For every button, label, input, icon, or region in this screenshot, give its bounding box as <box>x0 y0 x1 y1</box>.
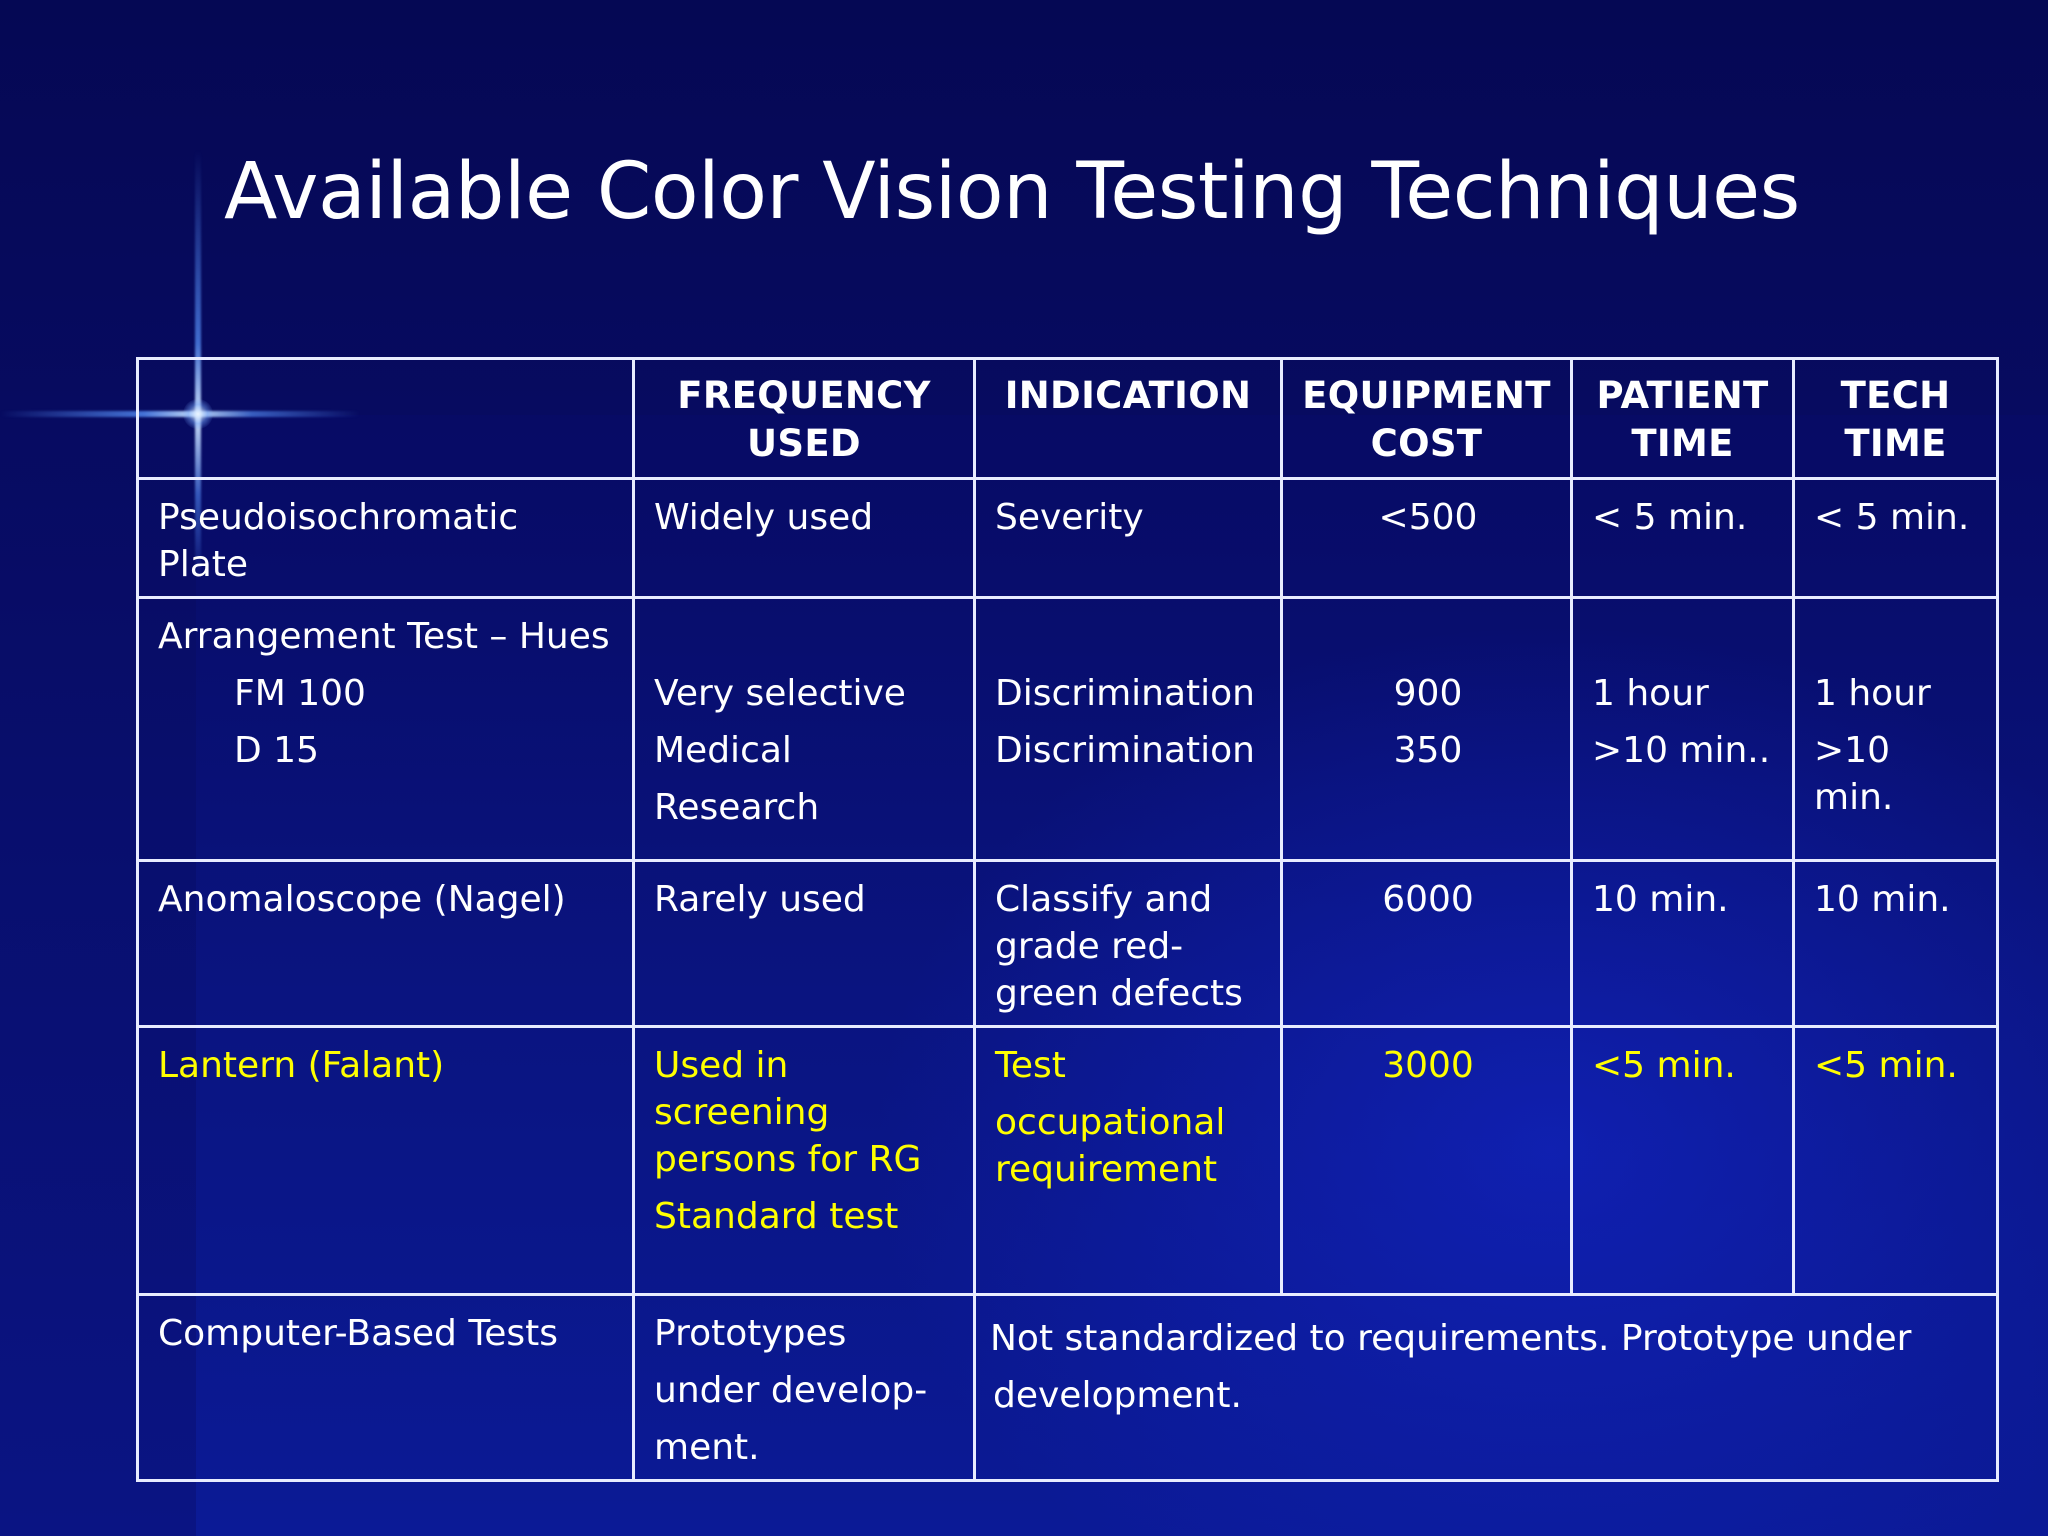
cell-method: Computer-Based Tests <box>136 1293 635 1482</box>
cell-equipment-cost: <500 <box>1280 477 1573 599</box>
cell-frequency: Rarely used <box>632 859 976 1028</box>
header-equipment-cost: EQUIPMENT COST <box>1280 357 1573 480</box>
header-empty-cell <box>136 357 635 480</box>
table-row: Arrangement Test – Hues FM 100 D 15 Very… <box>136 596 1999 862</box>
method-sub-item: D 15 <box>234 730 319 771</box>
header-row: FREQUENCY USED INDICATION EQUIPMENT COST… <box>136 357 1999 480</box>
cell-method: Anomaloscope (Nagel) <box>136 859 635 1028</box>
cell-indication: Classify and grade red- green defects <box>973 859 1283 1028</box>
cell-patient-time: 10 min. <box>1570 859 1795 1028</box>
header-tech-time: TECH TIME <box>1792 357 1999 480</box>
cell-tech-time: <5 min. <box>1792 1025 1999 1296</box>
cell-equipment-cost: 3000 <box>1280 1025 1573 1296</box>
cell-frequency: Used in screening persons for RG Standar… <box>632 1025 976 1296</box>
techniques-table: FREQUENCY USED INDICATION EQUIPMENT COST… <box>136 357 1999 1482</box>
cell-tech-time: 10 min. <box>1792 859 1999 1028</box>
cell-frequency: Prototypes under develop- ment. <box>632 1293 976 1482</box>
cell-method: Pseudoisochromatic Plate <box>136 477 635 599</box>
cell-patient-time: 1 hour >10 min.. <box>1570 596 1795 862</box>
cell-tech-time: 1 hour >10 min. <box>1792 596 1999 862</box>
cell-equipment-cost: 6000 <box>1280 859 1573 1028</box>
header-frequency-used: FREQUENCY USED <box>632 357 976 480</box>
header-patient-time: PATIENT TIME <box>1570 357 1795 480</box>
cell-equipment-cost: 900 350 <box>1280 596 1573 862</box>
cell-indication: Severity <box>973 477 1283 599</box>
table-row: Anomaloscope (Nagel) Rarely used Classif… <box>136 859 1999 1028</box>
slide-title: Available Color Vision Testing Technique… <box>224 147 1800 237</box>
table-row: Computer-Based Tests Prototypes under de… <box>136 1293 1999 1482</box>
cell-method: Arrangement Test – Hues FM 100 D 15 <box>136 596 635 862</box>
cell-frequency: Widely used <box>632 477 976 599</box>
cell-indication: Discrimination Discrimination <box>973 596 1283 862</box>
cell-merged-note: Not standardized to requirements. Protot… <box>973 1293 1999 1482</box>
cell-frequency: Very selective Medical Research <box>632 596 976 862</box>
table-row-highlighted: Lantern (Falant) Used in screening perso… <box>136 1025 1999 1296</box>
cell-tech-time: < 5 min. <box>1792 477 1999 599</box>
header-indication: INDICATION <box>973 357 1283 480</box>
method-sub-item: FM 100 <box>234 673 366 714</box>
table-row: Pseudoisochromatic Plate Widely used Sev… <box>136 477 1999 599</box>
cell-patient-time: <5 min. <box>1570 1025 1795 1296</box>
background-top-band <box>0 0 2048 415</box>
cell-patient-time: < 5 min. <box>1570 477 1795 599</box>
cell-method: Lantern (Falant) <box>136 1025 635 1296</box>
method-label: Arrangement Test – Hues <box>158 616 610 657</box>
cell-indication: Test occupational requirement <box>973 1025 1283 1296</box>
